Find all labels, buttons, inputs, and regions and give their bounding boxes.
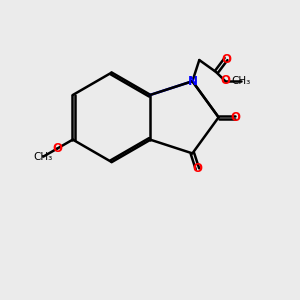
Text: O: O: [221, 52, 231, 66]
Text: O: O: [52, 142, 62, 155]
Text: CH₃: CH₃: [34, 152, 53, 162]
Text: O: O: [230, 111, 240, 124]
Text: N: N: [188, 75, 197, 88]
Text: CH₃: CH₃: [232, 76, 251, 86]
Text: O: O: [193, 162, 202, 176]
Text: O: O: [220, 74, 230, 88]
